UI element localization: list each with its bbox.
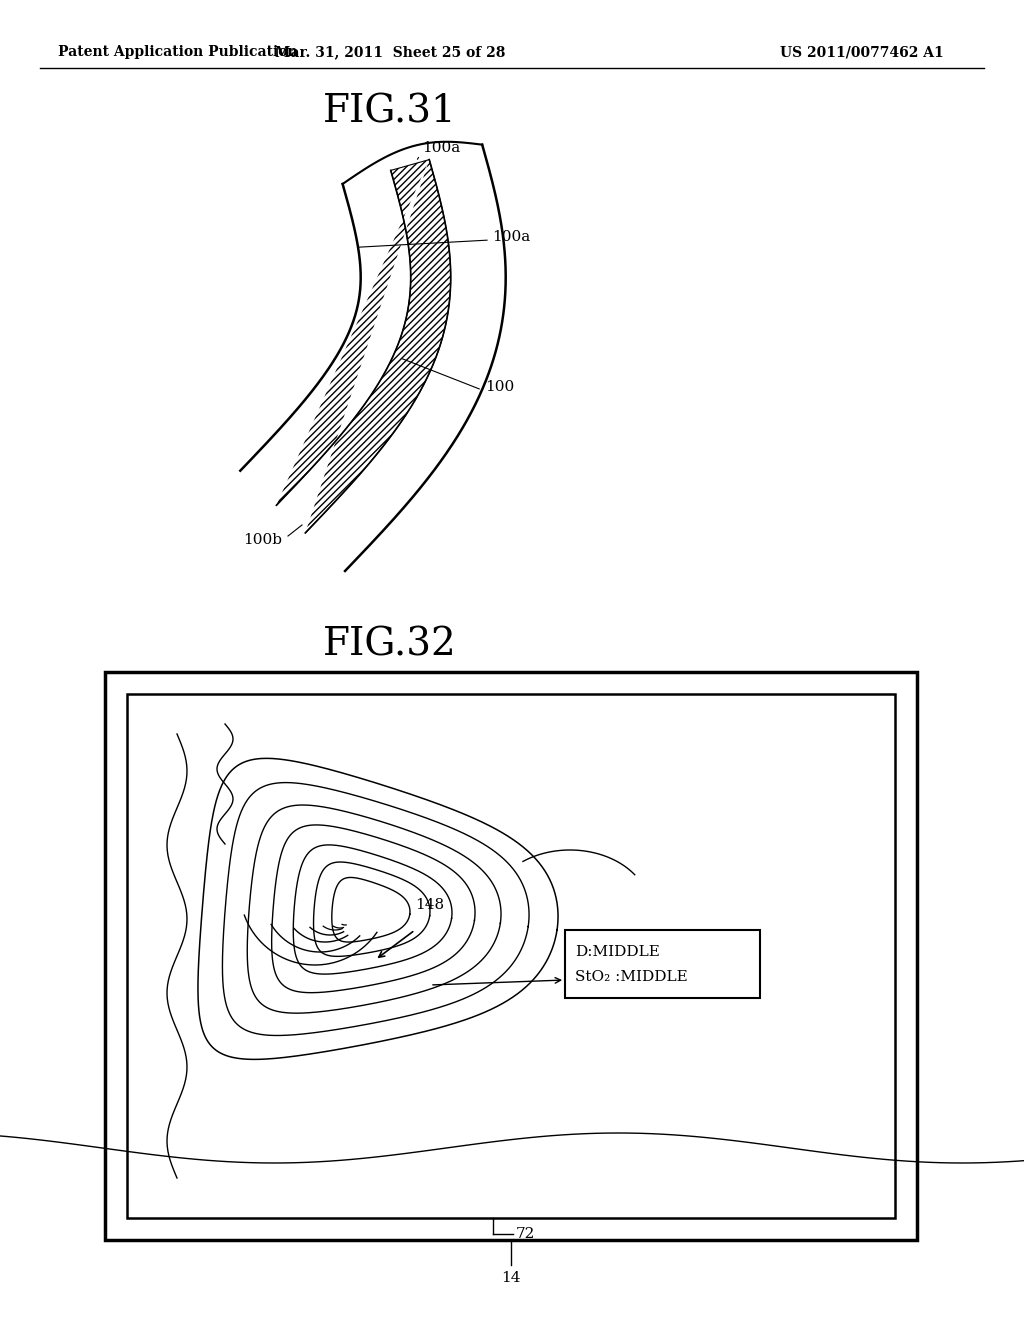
Text: FIG.32: FIG.32 bbox=[324, 627, 457, 664]
Text: 100: 100 bbox=[485, 380, 514, 393]
Text: Mar. 31, 2011  Sheet 25 of 28: Mar. 31, 2011 Sheet 25 of 28 bbox=[274, 45, 505, 59]
Text: Patent Application Publication: Patent Application Publication bbox=[58, 45, 298, 59]
Text: 100a: 100a bbox=[422, 141, 460, 154]
Bar bbox=[565, 931, 760, 998]
Text: 100b: 100b bbox=[243, 533, 282, 546]
Bar bbox=[105, 672, 918, 1239]
Text: D:MIDDLE: D:MIDDLE bbox=[575, 945, 659, 960]
Text: 100a: 100a bbox=[492, 230, 530, 244]
Text: US 2011/0077462 A1: US 2011/0077462 A1 bbox=[780, 45, 944, 59]
Bar bbox=[127, 694, 895, 1218]
Text: 148: 148 bbox=[415, 898, 444, 912]
Text: 14: 14 bbox=[502, 1271, 521, 1284]
Text: StO₂ :MIDDLE: StO₂ :MIDDLE bbox=[575, 970, 688, 983]
Text: 72: 72 bbox=[516, 1228, 536, 1241]
Text: FIG.31: FIG.31 bbox=[324, 94, 457, 131]
